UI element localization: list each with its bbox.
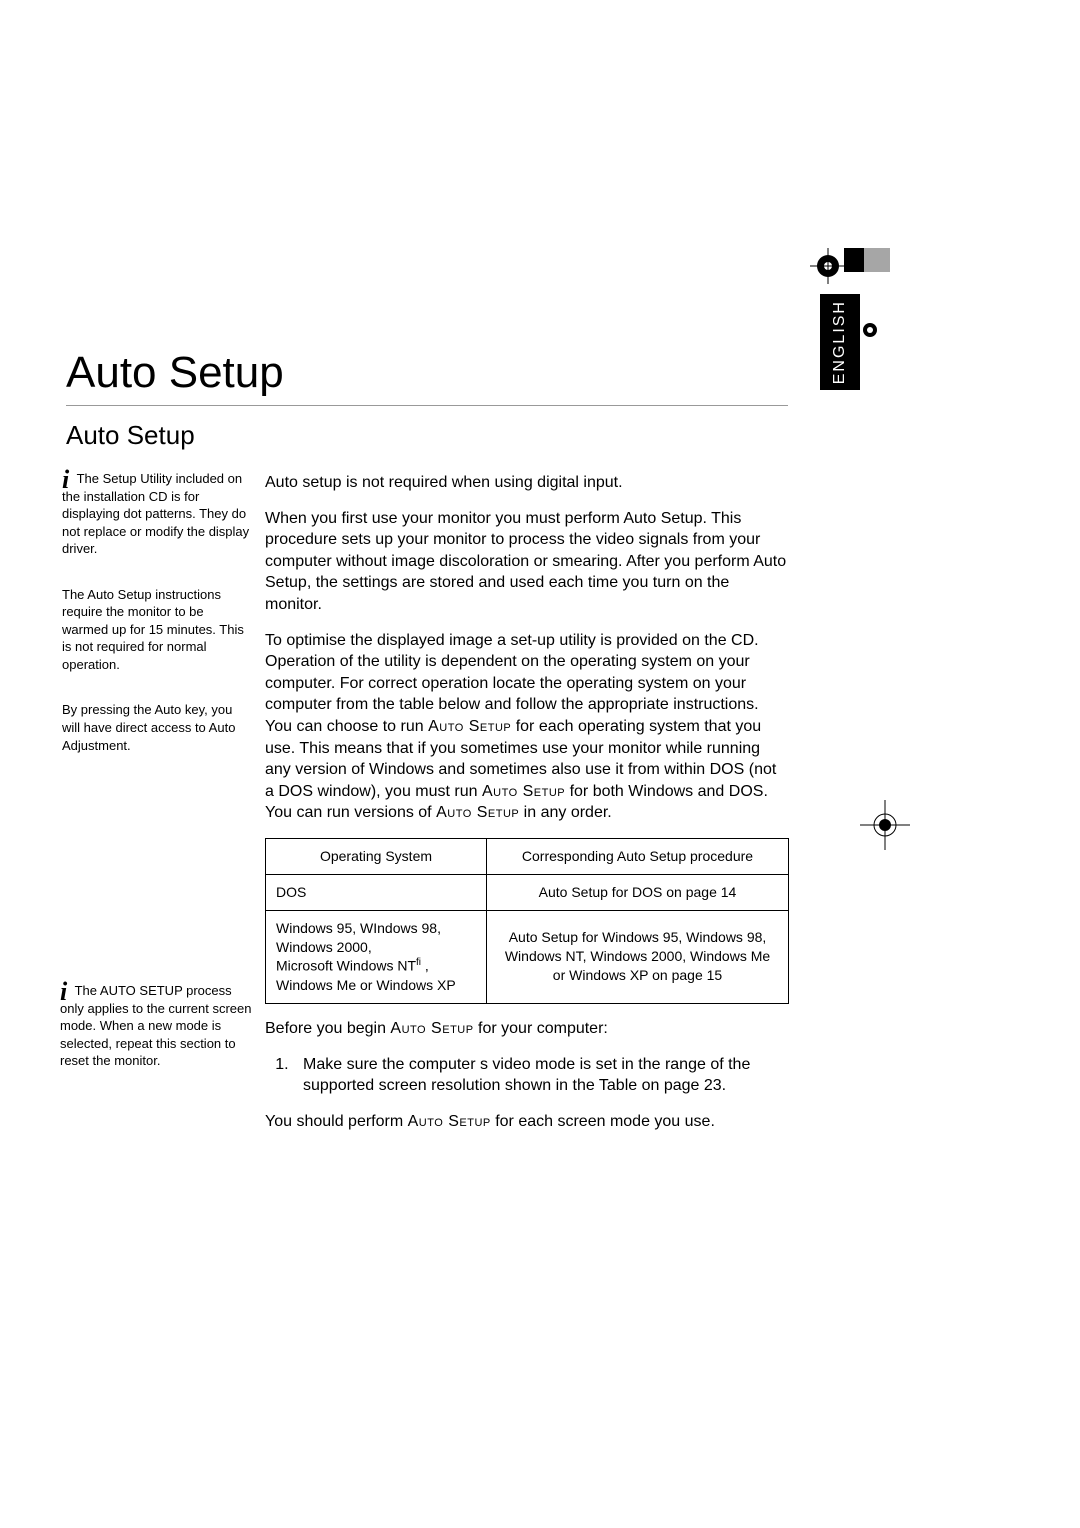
os-table: Operating System Corresponding Auto Setu… — [265, 838, 789, 1004]
sidenote-setup-utility: i The Setup Utility included on the inst… — [62, 470, 252, 558]
table-cell: Auto Setup for DOS on page 14 — [487, 874, 789, 910]
ordered-list: Make sure the computer s video mode is s… — [265, 1054, 789, 1097]
table-header: Corresponding Auto Setup procedure — [487, 838, 789, 874]
table-cell: Auto Setup for Windows 95, Windows 98, W… — [487, 910, 789, 1003]
section-heading: Auto Setup — [66, 420, 195, 451]
paragraph: Auto setup is not required when using di… — [265, 472, 789, 494]
table-cell: Windows 95, WIndows 98, Windows 2000, Mi… — [266, 910, 487, 1003]
table-header-row: Operating System Corresponding Auto Setu… — [266, 838, 789, 874]
language-tab: ENGLISH — [820, 294, 860, 390]
paragraph: When you first use your monitor you must… — [265, 508, 789, 616]
table-row: Windows 95, WIndows 98, Windows 2000, Mi… — [266, 910, 789, 1003]
paragraph: You should perform Auto Setup for each s… — [265, 1111, 789, 1133]
table-row: DOS Auto Setup for DOS on page 14 — [266, 874, 789, 910]
registration-dot — [860, 320, 880, 345]
paragraph: Before you begin Auto Setup for your com… — [265, 1018, 789, 1040]
table-cell: DOS — [266, 874, 487, 910]
registration-mark-top-right — [810, 248, 890, 298]
sidenote-text: The Setup Utility included on the instal… — [62, 471, 249, 556]
paragraph: To optimise the displayed image a set-up… — [265, 630, 789, 824]
list-item: Make sure the computer s video mode is s… — [293, 1054, 789, 1097]
body-content: Auto setup is not required when using di… — [265, 472, 789, 1146]
sidenote-warmup: The Auto Setup instructions require the … — [62, 586, 252, 674]
sidenote-screen-mode: i The AUTO SETUP process only applies to… — [60, 982, 252, 1070]
language-tab-label: ENGLISH — [831, 300, 849, 384]
registration-mark-right — [860, 800, 910, 855]
table-header: Operating System — [266, 838, 487, 874]
sidenote-auto-key: By pressing the Auto key, you will have … — [62, 701, 252, 754]
page-title: Auto Setup — [66, 348, 284, 398]
title-rule — [66, 405, 788, 406]
